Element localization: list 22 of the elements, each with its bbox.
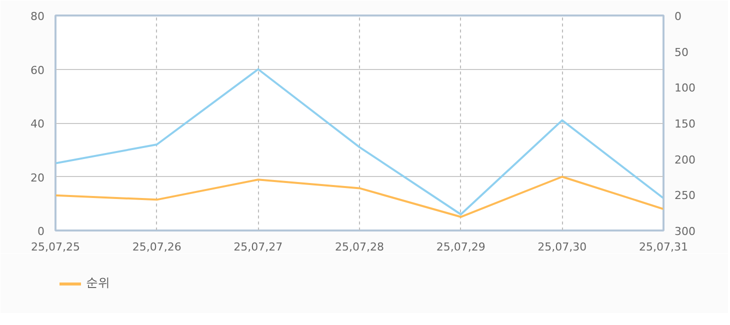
y-tick-label: 80: [30, 10, 45, 23]
y-tick-label: 40: [30, 118, 45, 130]
y-tick-label: 60: [30, 64, 45, 77]
x-tick-label: 25,07,30: [538, 240, 587, 254]
x-tick-label: 25,07,26: [132, 240, 182, 254]
y2-tick-label: 300: [674, 225, 696, 238]
y2-tick-label: 100: [674, 82, 696, 95]
y-tick-label: 20: [30, 171, 45, 184]
x-tick-label: 25,07,25: [31, 240, 80, 254]
x-tick-label: 25,07,29: [436, 240, 486, 254]
line-series: [56, 68, 664, 216]
y2-tick-label: 150: [674, 118, 696, 130]
x-tick-label: 25,07,28: [335, 240, 384, 254]
line-series: [56, 176, 664, 218]
legend-label: 순위: [86, 274, 110, 292]
y-tick-label: 0: [38, 225, 44, 238]
x-tick-label: 25,07,31: [639, 240, 688, 254]
x-tick-label: 25,07,27: [234, 240, 283, 254]
y2-tick-label: 0: [674, 10, 682, 23]
y2-tick-label: 50: [674, 46, 688, 59]
y2-tick-label: 200: [674, 153, 696, 166]
y2-tick-label: 250: [674, 189, 696, 202]
